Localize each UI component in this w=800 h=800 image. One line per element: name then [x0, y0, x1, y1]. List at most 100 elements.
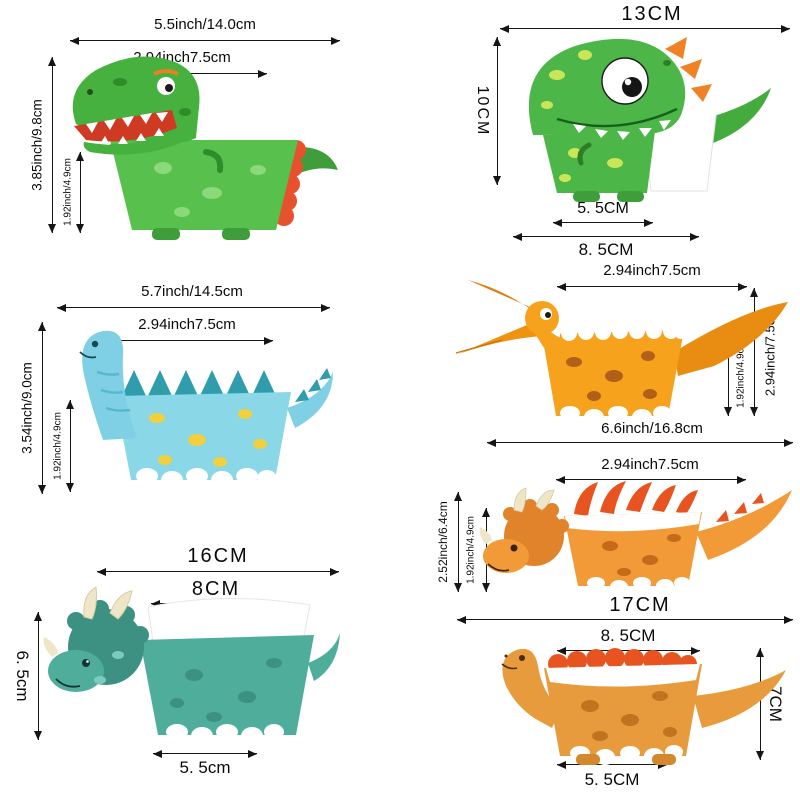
tri-left-height-label: 6. 5cm — [13, 650, 32, 702]
tri-right-height-label: 2.52inch/6.4cm — [436, 501, 450, 583]
trex-left-width-label: 5.5inch/14.0cm — [154, 16, 256, 33]
tri2-drips — [587, 577, 690, 594]
tri-nose-horn — [43, 637, 58, 657]
tri-right-cup-width-label: 2.94inch7.5cm — [601, 456, 699, 473]
trex-brow — [153, 69, 179, 76]
stego-blue-wrapper-illustration — [79, 330, 333, 489]
tri2-eye — [510, 544, 518, 552]
tri-cup — [140, 635, 314, 735]
trex-cartoon-wrapper-illustration — [528, 37, 771, 202]
trex-left-width-arrow — [70, 37, 340, 46]
trex-right-height-label: 10CM — [474, 85, 491, 137]
tri2-white-liner — [565, 512, 701, 532]
bronto-smile — [501, 663, 518, 670]
tri2-smile — [487, 563, 510, 572]
tri2-horn-left — [513, 487, 527, 513]
stego-cup-spots — [149, 409, 267, 467]
stego-neck-ridges — [96, 370, 131, 412]
bronto-cup-width-label: 8. 5CM — [600, 626, 656, 645]
stego-smile — [79, 351, 97, 359]
stego-back-spikes — [121, 370, 277, 398]
trex-right-width-arrow — [500, 25, 790, 34]
tri-right-cup-width-arrow — [556, 476, 746, 485]
stego-tail-spikes — [295, 368, 331, 402]
stego-cup-width-label: 2.94inch7.5cm — [138, 316, 236, 333]
trex2-nostril — [663, 60, 671, 66]
tri-horn-left — [83, 586, 97, 620]
tri-right-width-label: 6.6inch/16.8cm — [601, 420, 703, 437]
ptero-neck — [534, 330, 578, 364]
bronto-eye — [519, 655, 525, 661]
ptero-cup-width-arrow — [557, 283, 747, 292]
trex-lower-teeth — [100, 128, 164, 145]
trex-cup — [110, 140, 298, 230]
ptero-cup-width-label: 2.94inch7.5cm — [603, 262, 701, 279]
trex-cup-spots — [154, 162, 266, 217]
stego-neck-head — [82, 330, 137, 440]
ptero-spots — [566, 351, 657, 401]
tri-left-bottom-label: 5. 5cm — [179, 758, 231, 777]
trex2-feet — [573, 191, 644, 202]
tri-right-cup-height-label: 1.92inch/4.9cm — [465, 516, 477, 584]
tri2-tail — [696, 490, 792, 560]
bronto-legs — [576, 754, 676, 765]
stego-cup-height-arrow — [66, 400, 75, 492]
bronto-bottom-label: 5. 5CM — [584, 770, 640, 789]
tri-right-height-arrow — [454, 492, 463, 592]
bronto-tail — [693, 670, 786, 728]
trex-right-width-label: 13CM — [621, 3, 683, 25]
pterodactyl-wrapper-illustration — [455, 280, 788, 425]
trex2-teeth — [573, 120, 671, 140]
bronto-bottom-arrow — [557, 761, 667, 770]
trex-lower-jaw — [83, 130, 182, 155]
tri-left-width-label: 16CM — [187, 545, 249, 567]
ptero-wing — [674, 302, 788, 376]
bronto-cup-width-arrow — [557, 647, 700, 656]
tri-tail — [308, 633, 340, 681]
trex2-mouth — [556, 107, 678, 128]
trex-right-cup-bottom-arrow — [553, 219, 653, 228]
trex2-arm — [577, 142, 592, 166]
tri-drips — [166, 724, 284, 745]
tri-smile — [55, 678, 81, 688]
tri2-nose-horn — [479, 527, 492, 544]
ptero-height-arrow — [750, 288, 759, 416]
trex-left-cup-height-arrow — [76, 152, 85, 233]
stego-width-arrow — [57, 304, 330, 313]
tri-left-bottom-arrow — [153, 750, 257, 759]
bronto-height-arrow — [756, 648, 765, 760]
tri-horn-right — [109, 590, 133, 620]
tri-eye — [82, 659, 90, 667]
tri2-back-spikes — [574, 481, 698, 516]
bronto-nostril — [504, 654, 508, 658]
stego-drips — [136, 468, 277, 489]
tri2-horn-right — [535, 489, 555, 511]
stego-width-label: 5.7inch/14.5cm — [141, 283, 243, 300]
tri-left-height-arrow — [34, 612, 43, 740]
triceratops-teal-wrapper-illustration — [43, 586, 340, 745]
tri2-face — [483, 539, 529, 573]
tri-cup-spots — [170, 658, 282, 722]
trex-right-height-arrow — [493, 37, 502, 185]
tri-face — [48, 650, 104, 692]
trex-right-base-arrow — [513, 233, 699, 242]
trex-mouth — [74, 110, 177, 142]
trex-nostril — [87, 89, 93, 95]
trex-right-base-label: 8. 5CM — [578, 240, 634, 259]
trex2-body-cup — [543, 131, 655, 193]
stego-height-label: 3.54inch/9.0cm — [19, 362, 35, 454]
bronto-cup — [544, 664, 702, 756]
trex-upper-teeth — [86, 112, 168, 133]
bronto-width-arrow — [457, 616, 793, 625]
trex-green-wrapper-illustration — [72, 56, 338, 240]
stego-height-arrow — [38, 322, 47, 494]
tri-left-width-arrow — [97, 568, 339, 577]
triceratops-orange-wrapper-illustration — [479, 481, 792, 594]
bronto-white-liner — [546, 664, 700, 687]
ptero-drips — [560, 406, 671, 425]
trex-left-height-arrow — [48, 57, 57, 233]
tri2-tail-spikes — [716, 493, 764, 522]
stego-tail — [287, 372, 333, 428]
brontosaurus-wrapper-illustration — [501, 648, 786, 765]
tri2-spots — [602, 534, 681, 576]
